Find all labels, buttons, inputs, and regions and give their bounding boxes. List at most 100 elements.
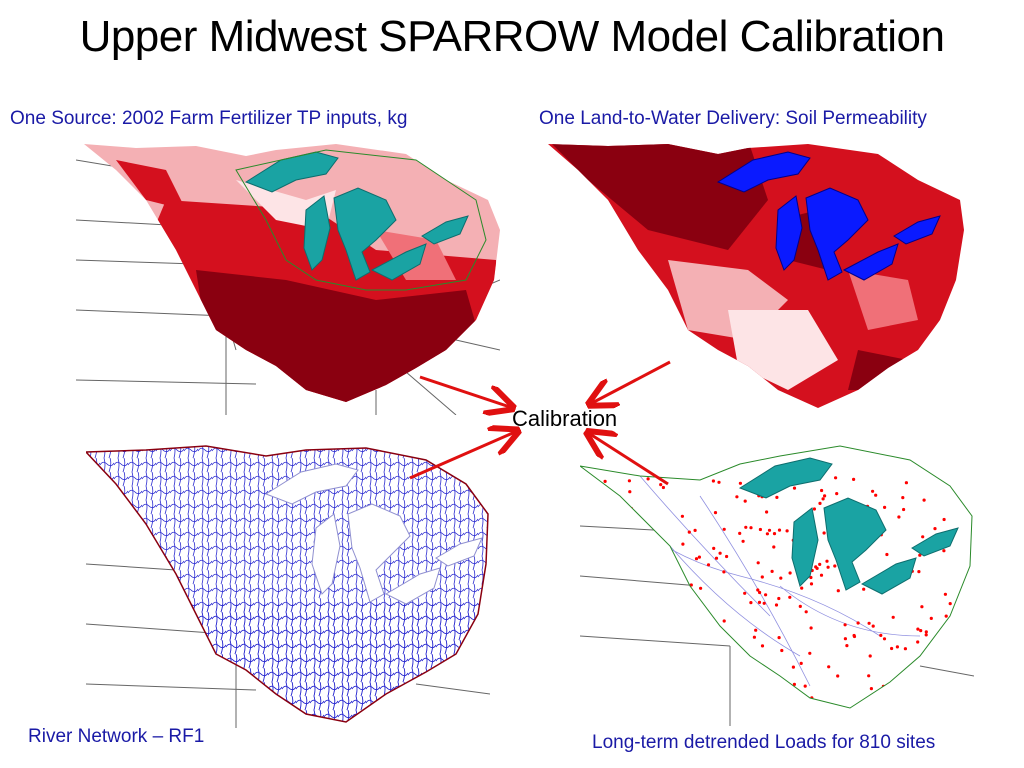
- site-dot: [819, 573, 824, 577]
- site-dot: [933, 527, 937, 531]
- site-dot: [843, 637, 847, 641]
- site-dot: [722, 619, 726, 623]
- site-dot: [749, 526, 753, 530]
- site-dot: [874, 493, 878, 497]
- site-dot: [921, 535, 925, 539]
- site-dot: [822, 531, 826, 535]
- site-dot: [697, 555, 701, 559]
- site-dot: [758, 527, 762, 532]
- site-dot: [798, 604, 802, 608]
- site-dot: [820, 488, 824, 493]
- site-dot: [919, 629, 923, 633]
- site-dot: [722, 570, 726, 574]
- site-dot: [764, 593, 768, 597]
- site-dot: [687, 530, 691, 534]
- site-dot: [818, 501, 822, 505]
- site-dot: [754, 628, 758, 632]
- site-dot: [814, 565, 818, 569]
- site-dot: [699, 586, 703, 590]
- site-dot: [772, 545, 776, 549]
- site-dot: [852, 477, 856, 481]
- site-dot: [902, 507, 906, 512]
- site-dot: [833, 564, 837, 568]
- site-dot: [792, 682, 796, 686]
- site-dot: [788, 571, 792, 575]
- site-dot: [944, 614, 948, 618]
- site-dot: [922, 498, 926, 502]
- site-dot: [775, 495, 779, 499]
- site-dot: [845, 644, 849, 648]
- site-dot: [738, 531, 742, 535]
- site-dot: [835, 492, 839, 496]
- site-dot: [823, 494, 827, 498]
- caption-river-network-map: River Network – RF1: [28, 726, 205, 747]
- site-dot: [943, 592, 947, 596]
- site-dot: [836, 589, 840, 593]
- site-dot: [808, 651, 812, 655]
- site-dot: [779, 576, 783, 580]
- site-dot: [904, 481, 908, 485]
- site-dot: [890, 646, 894, 651]
- site-dot: [929, 616, 933, 620]
- slide-title: Upper Midwest SPARROW Model Calibration: [79, 12, 945, 61]
- site-dot: [767, 528, 772, 532]
- caption-soil-permeability-map: One Land-to-Water Delivery: Soil Permeab…: [539, 108, 927, 129]
- site-dot: [818, 562, 822, 566]
- site-dot: [924, 630, 928, 634]
- site-dot: [867, 674, 871, 678]
- site-dot: [809, 626, 813, 630]
- site-dot: [942, 549, 946, 553]
- site-dot: [774, 603, 779, 607]
- arrow-from-soil: [592, 360, 671, 403]
- site-dot: [718, 551, 722, 555]
- site-dot: [765, 532, 769, 536]
- site-dot: [826, 565, 830, 569]
- site-dot: [603, 479, 607, 483]
- site-dot: [916, 640, 920, 644]
- site-dot: [788, 595, 792, 599]
- site-dot: [694, 557, 699, 561]
- site-dot: [689, 583, 693, 587]
- site-dot: [743, 499, 747, 503]
- arrow-from-loads: [590, 434, 669, 486]
- site-dot: [868, 654, 872, 658]
- site-dot: [885, 552, 889, 557]
- site-dot: [891, 615, 895, 619]
- caption-fertilizer-map: One Source: 2002 Farm Fertilizer TP inpu…: [10, 108, 408, 129]
- site-dot: [809, 582, 814, 586]
- site-dot: [765, 510, 769, 514]
- site-dot: [628, 490, 632, 494]
- site-dot: [862, 587, 866, 591]
- site-dot: [772, 532, 777, 536]
- site-dot: [812, 507, 816, 511]
- site-dot: [895, 645, 899, 649]
- site-dot: [791, 665, 795, 669]
- site-dot: [867, 621, 871, 625]
- site-dot: [714, 556, 719, 560]
- site-dot: [809, 575, 813, 580]
- site-dot: [713, 511, 718, 515]
- site-dot: [920, 605, 924, 609]
- site-dot: [918, 553, 922, 557]
- site-dot: [680, 514, 684, 518]
- site-dot: [627, 479, 631, 483]
- site-dot: [706, 563, 711, 567]
- caption-loads-sites-map: Long-term detrended Loads for 810 sites: [592, 732, 936, 753]
- site-dot: [804, 610, 808, 614]
- site-dot: [916, 627, 920, 631]
- site-dot: [924, 633, 928, 637]
- site-dot: [659, 483, 663, 487]
- site-dot: [834, 476, 838, 480]
- site-dot: [758, 590, 762, 595]
- site-dot: [827, 665, 831, 669]
- site-dot: [800, 586, 804, 590]
- site-dot: [883, 505, 887, 509]
- site-dot: [869, 687, 873, 691]
- site-dot: [744, 525, 748, 529]
- site-dot: [948, 602, 952, 606]
- site-dot: [762, 601, 766, 605]
- site-dot: [760, 575, 764, 579]
- site-dot: [879, 633, 883, 637]
- site-dot: [780, 648, 784, 653]
